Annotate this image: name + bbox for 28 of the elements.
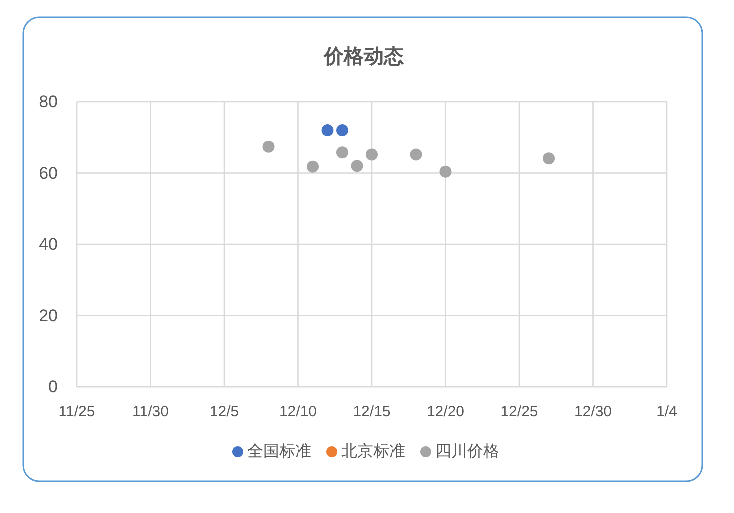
y-tick-label: 60 [39,164,58,183]
x-tick-label: 12/20 [426,404,465,420]
x-tick-label: 1/4 [656,404,678,420]
x-tick-label: 12/5 [210,404,240,420]
point [351,160,364,172]
point [366,148,378,161]
point [543,152,555,165]
legend-label: 四川价格 [436,442,500,460]
point [410,148,422,161]
x-tick-label: 12/25 [500,404,538,420]
legend-label: 北京标准 [342,442,406,460]
y-tick-label: 80 [39,92,58,112]
legend-label: 全国标准 [248,442,312,460]
x-tick-label: 11/30 [132,404,169,420]
y-tick-label: 20 [39,306,58,326]
point [262,140,275,153]
chart-title: 价格动态 [323,46,404,68]
point [307,160,319,173]
x-tick-label: 11/25 [58,404,96,420]
point [322,124,334,136]
x-tick-label: 12/30 [574,404,612,420]
y-tick-label: 40 [39,235,58,254]
point [440,166,452,178]
x-tick-label: 12/10 [279,404,318,420]
point [336,146,348,159]
y-tick-label: 0 [48,378,58,396]
point [336,124,348,136]
x-tick-label: 12/15 [353,404,391,420]
